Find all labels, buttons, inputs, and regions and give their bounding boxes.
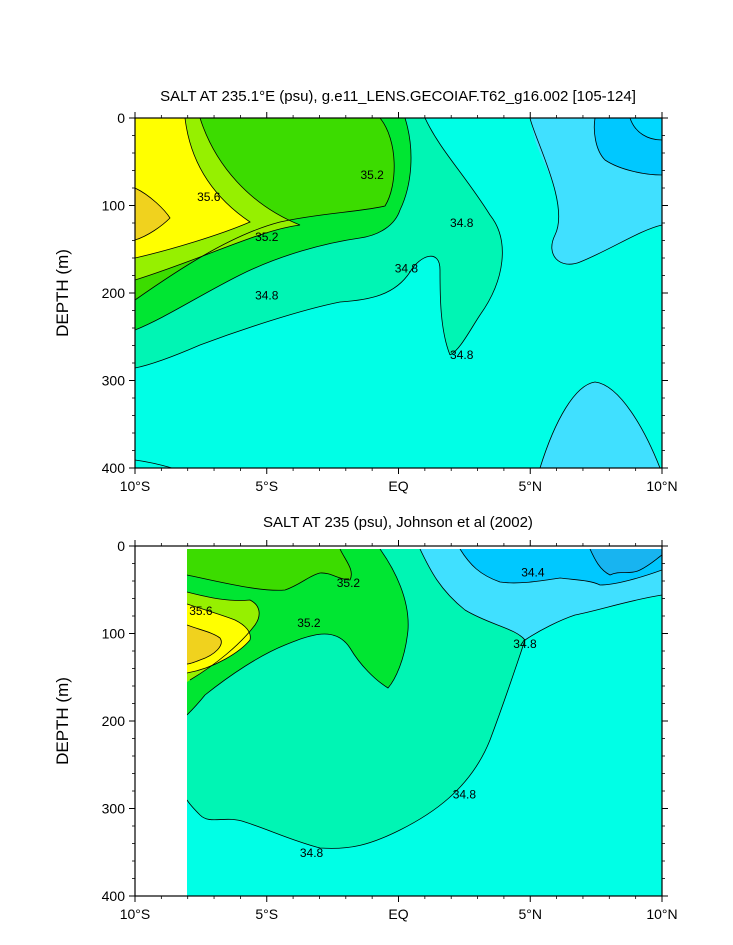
- x-tick-label: 10°N: [646, 906, 677, 922]
- bottom-panel: SALT AT 235 (psu), Johnson et al (2002): [53, 514, 678, 922]
- top-panel: SALT AT 235.1°E (psu), g.e11_LENS.GECOIA…: [53, 88, 678, 494]
- bottom-contour-fill: [187, 549, 662, 896]
- y-tick-label: 400: [102, 888, 126, 904]
- fill-band-35.8: [187, 625, 222, 664]
- top-y-axis-label: DEPTH (m): [53, 249, 72, 337]
- x-tick-label: 5°S: [255, 906, 278, 922]
- contour-label: 34.8: [450, 216, 474, 230]
- y-tick-label: 100: [102, 626, 126, 642]
- fill-band-34.4-deep: [540, 382, 660, 468]
- fill-band-35.0: [187, 549, 409, 715]
- contour-label: 35.2: [255, 230, 279, 244]
- top-axis-ticks: 10°S 5°S EQ 5°N 10°N 0 100 200 300 400: [102, 110, 678, 494]
- fill-band-35.8: [135, 188, 170, 240]
- bottom-axis-ticks: 10°S 5°S EQ 5°N 10°N 0 100 200 300 400: [102, 538, 678, 922]
- y-tick-label: 100: [102, 198, 126, 214]
- y-tick-label: 400: [102, 460, 126, 476]
- contour-label: 35.6: [197, 190, 221, 204]
- y-tick-label: 0: [117, 110, 125, 126]
- bottom-contour-lines: [187, 549, 662, 849]
- fill-band-34.0-east: [630, 118, 662, 140]
- x-tick-label: 10°N: [646, 478, 677, 494]
- fill-band-34.0-east: [590, 549, 662, 575]
- top-panel-title: SALT AT 235.1°E (psu), g.e11_LENS.GECOIA…: [160, 88, 636, 105]
- contour-label: 34.4: [521, 565, 545, 579]
- contour-label: 34.8: [395, 262, 419, 276]
- top-contour-fill: [135, 118, 662, 468]
- contour-label: 35.2: [360, 168, 384, 182]
- bottom-panel-title: SALT AT 235 (psu), Johnson et al (2002): [263, 514, 533, 531]
- contour-label: 35.2: [337, 576, 361, 590]
- x-tick-label: 5°N: [519, 906, 543, 922]
- contour-label: 35.6: [189, 604, 213, 618]
- contour-label: 34.8: [453, 788, 477, 802]
- x-tick-label: 10°S: [120, 906, 151, 922]
- contour-label: 34.8: [255, 289, 279, 303]
- contour-label: 34.8: [513, 637, 537, 651]
- y-tick-label: 300: [102, 373, 126, 389]
- y-tick-label: 200: [102, 285, 126, 301]
- y-tick-label: 0: [117, 538, 125, 554]
- x-tick-label: 5°N: [519, 478, 543, 494]
- x-tick-label: EQ: [388, 906, 408, 922]
- fill-band-35.2: [187, 549, 352, 591]
- contour-label: 34.8: [450, 348, 474, 362]
- top-contour-labels: 35.2 35.6 35.2 34.8 34.8 34.8 34.8: [197, 168, 474, 362]
- x-tick-label: EQ: [388, 478, 408, 494]
- bottom-y-axis-label: DEPTH (m): [53, 677, 72, 765]
- contour-label: 34.8: [300, 846, 324, 860]
- x-tick-label: 5°S: [255, 478, 278, 494]
- y-tick-label: 300: [102, 801, 126, 817]
- y-tick-label: 200: [102, 713, 126, 729]
- x-tick-label: 10°S: [120, 478, 151, 494]
- contour-label: 35.2: [297, 616, 321, 630]
- top-contour-lines: [135, 118, 662, 468]
- bottom-contour-labels: 34.4 35.2 35.6 35.2 34.8 34.8 34.8: [189, 565, 545, 860]
